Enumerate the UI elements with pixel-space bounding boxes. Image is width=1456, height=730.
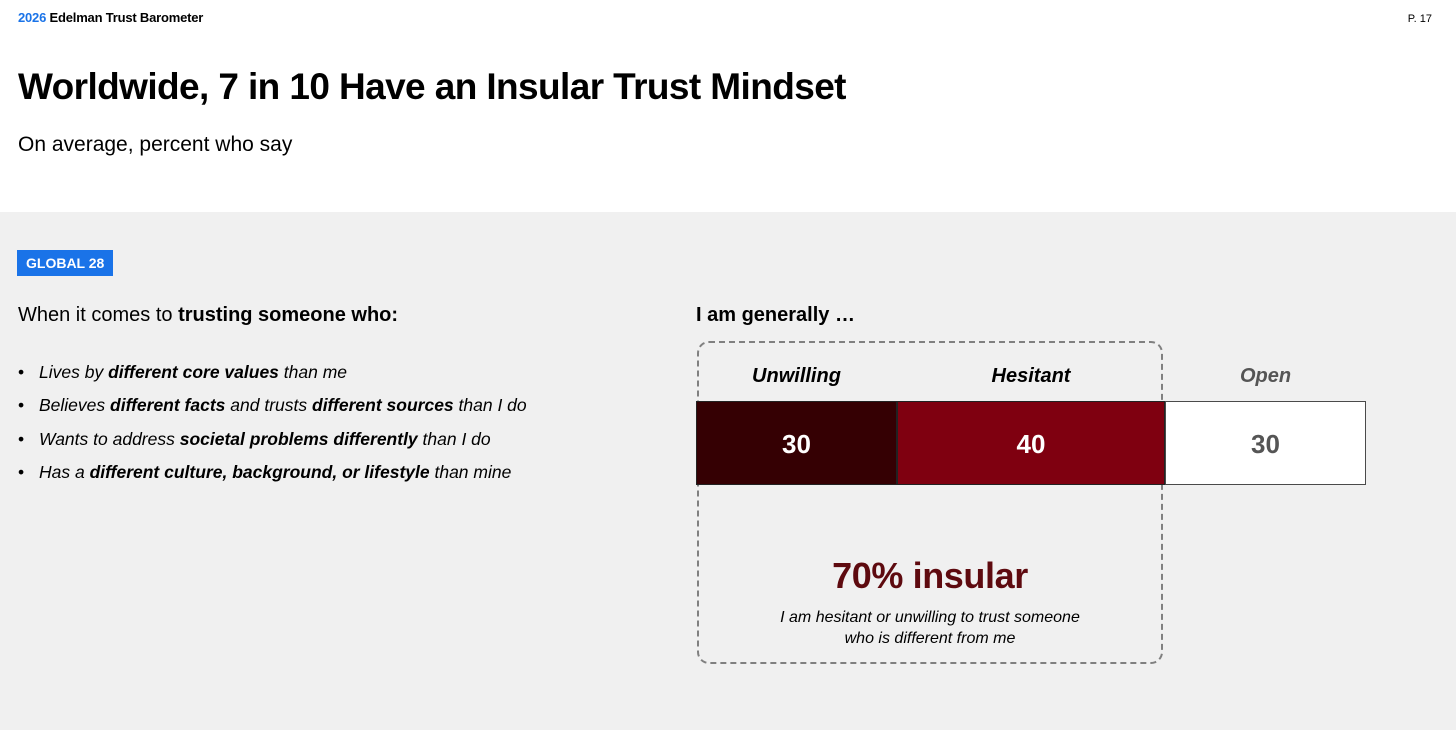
bar-value-unwilling: 30: [782, 429, 811, 459]
bar-value-open: 30: [1251, 429, 1280, 459]
page-number: P. 17: [1407, 13, 1432, 25]
intro-bold-text: trusting someone who:: [178, 304, 399, 326]
page-subtitle: On average, percent who say: [18, 133, 293, 156]
brand-name: Edelman Trust Barometer: [49, 10, 204, 25]
bar-segment-unwilling: [696, 401, 897, 485]
bar-value-hesitant: 40: [1016, 429, 1046, 459]
region-badge: GLOBAL 28: [17, 250, 114, 276]
category-label-unwilling: Unwilling: [752, 365, 841, 387]
list-item: Has a different culture, background, or …: [18, 461, 527, 494]
summary-note-line: who is different from me: [844, 630, 1016, 647]
list-item: Wants to address societal problems diffe…: [18, 428, 527, 461]
brand-logo: 2026 Edelman Trust Barometer: [18, 10, 203, 25]
insular-group-outline: [697, 341, 1163, 664]
question-intro: When it comes to trusting someone who:: [18, 304, 398, 327]
insular-summary-value: 70% insular: [832, 555, 1028, 596]
chart-title: I am generally …: [696, 304, 855, 326]
category-label-open: Open: [1239, 365, 1292, 387]
summary-note-line: I am hesitant or unwilling to trust some…: [780, 609, 1080, 626]
category-label-hesitant: Hesitant: [991, 365, 1071, 387]
bar-segment-open: [1165, 401, 1366, 485]
list-item: Believes different facts and trusts diff…: [18, 394, 527, 427]
insular-summary-note: I am hesitant or unwilling to trust some…: [697, 607, 1163, 649]
list-item: Lives by different core values than me: [18, 361, 527, 394]
intro-text: When it comes to: [18, 304, 179, 326]
bar-segment-hesitant: [897, 401, 1165, 485]
page-title: Worldwide, 7 in 10 Have an Insular Trust…: [18, 66, 847, 107]
brand-year: 2026: [18, 10, 47, 25]
condition-list: Lives by different core values than me B…: [18, 361, 527, 494]
